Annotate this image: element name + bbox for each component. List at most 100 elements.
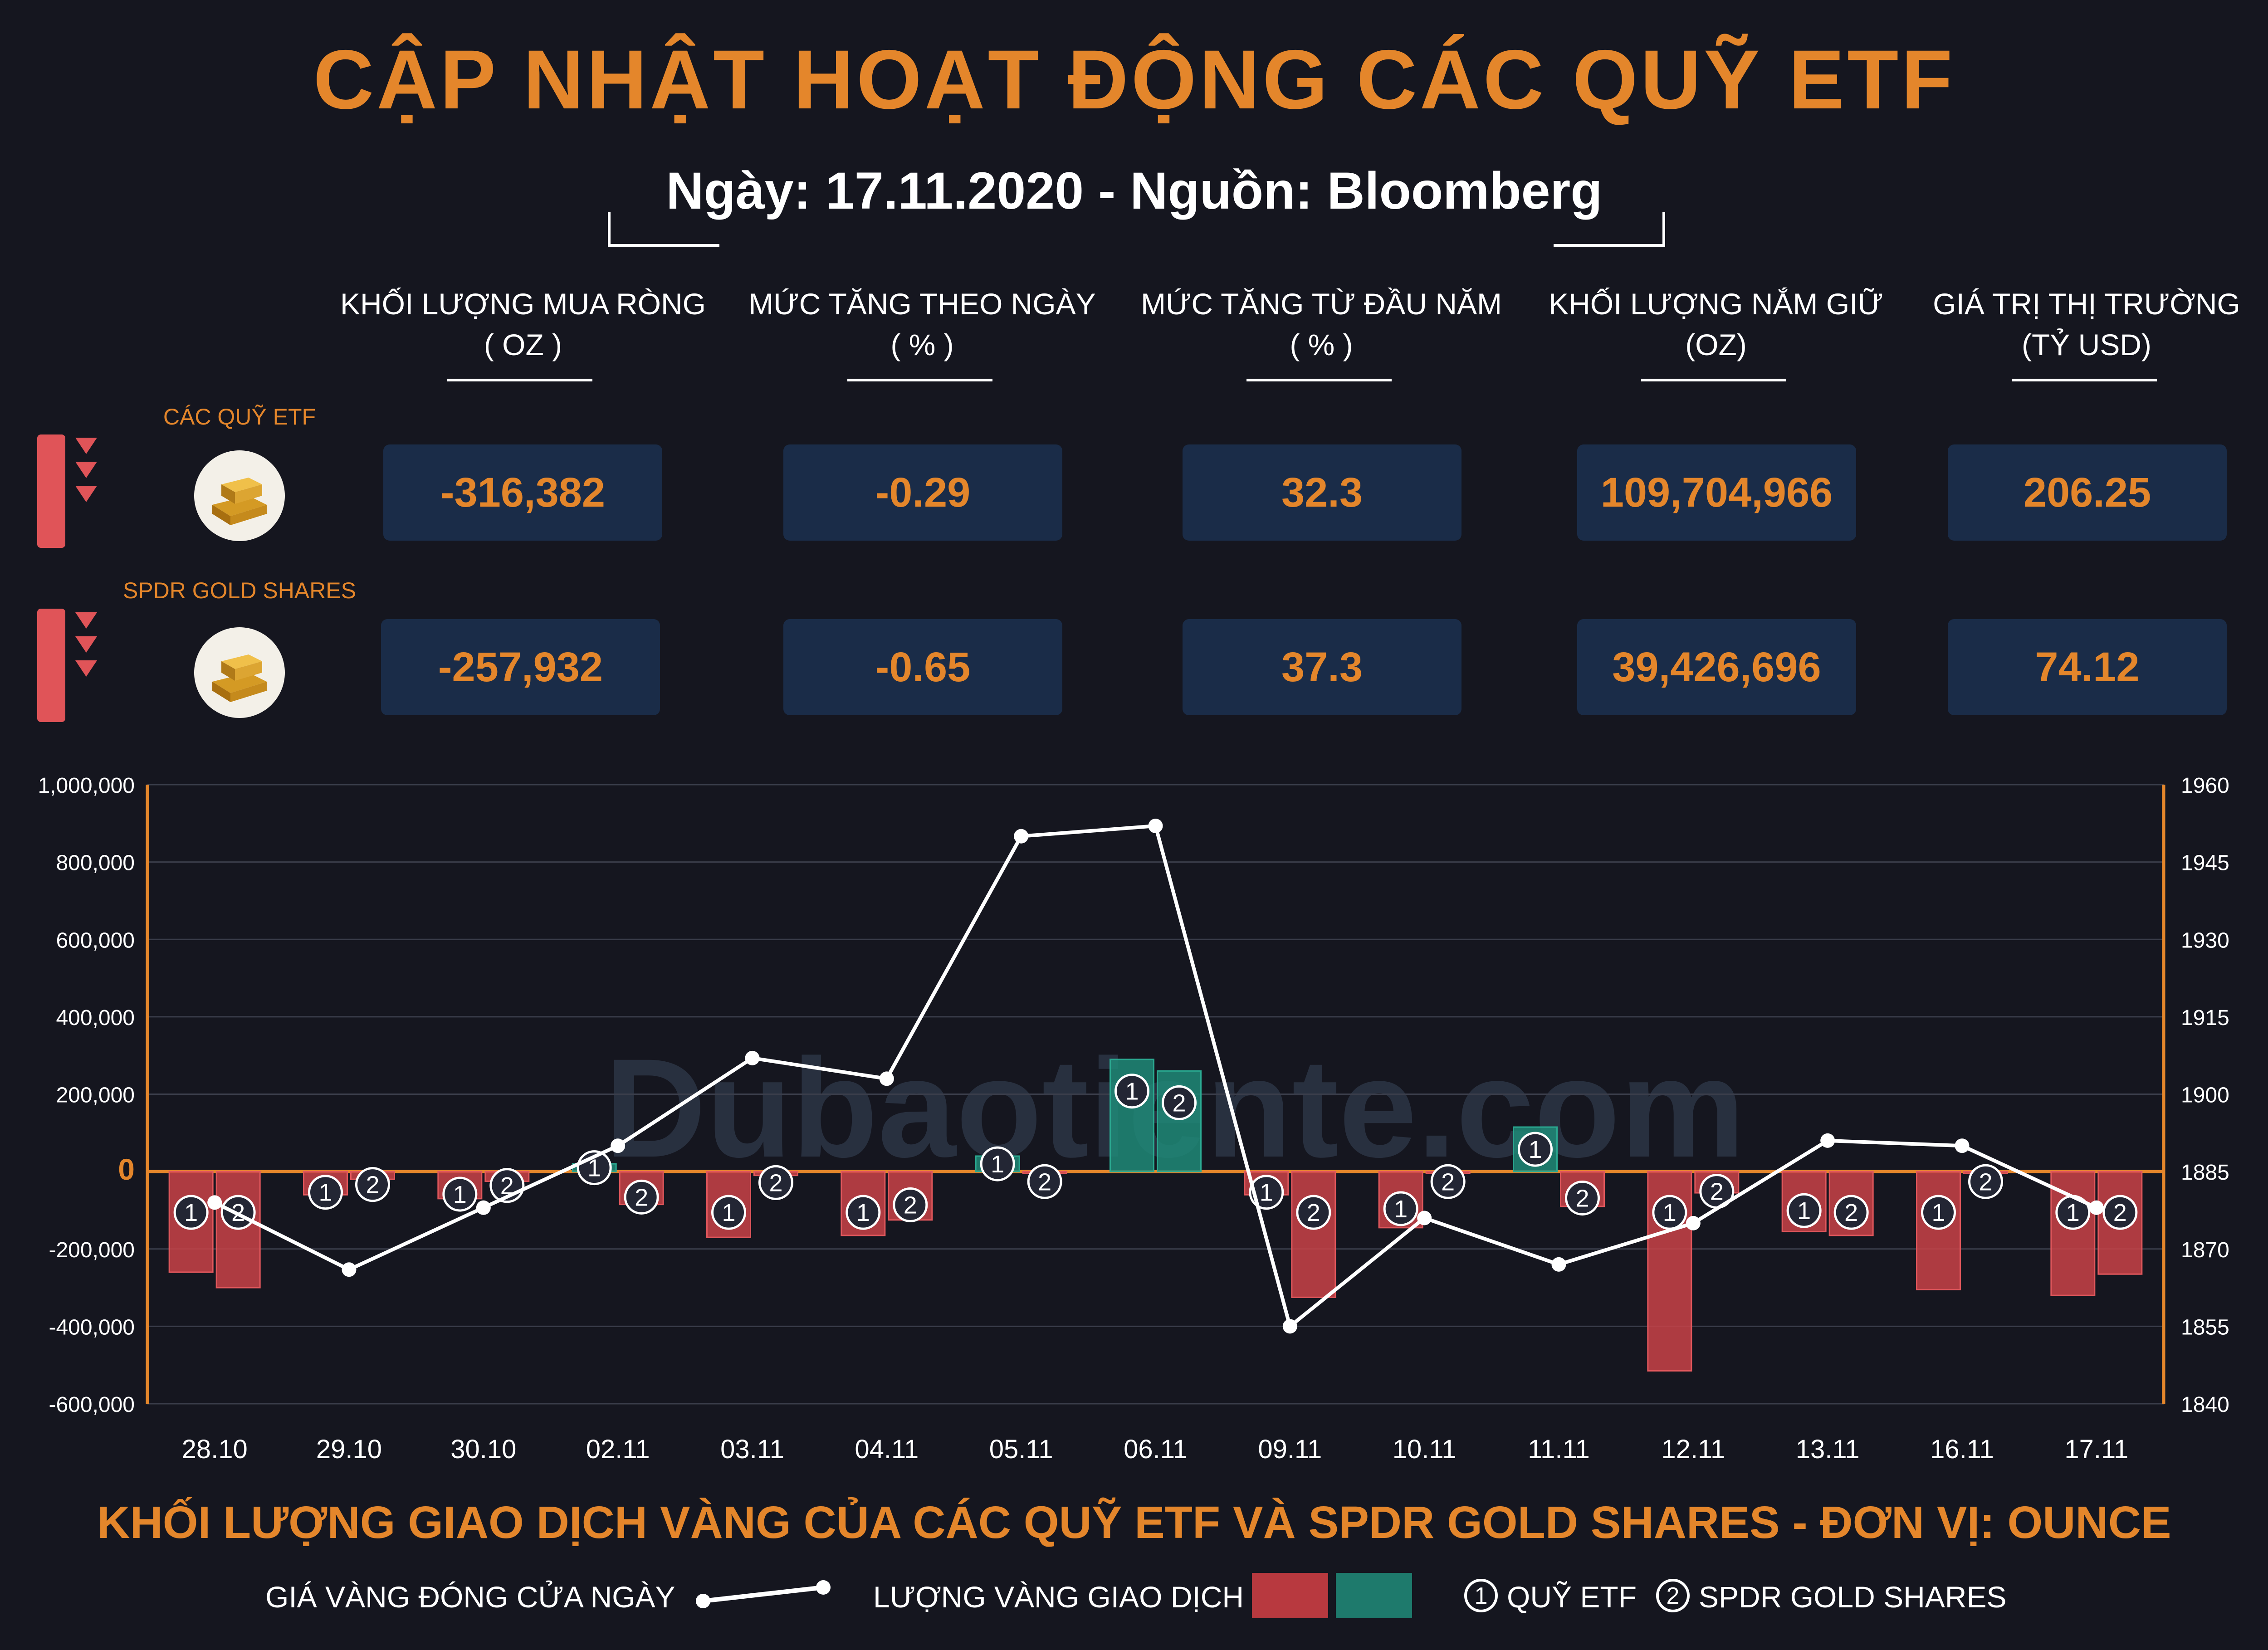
marker-circle bbox=[1383, 1191, 1418, 1226]
series-1-marker: 1 bbox=[173, 1195, 209, 1230]
marker-circle bbox=[1833, 1195, 1869, 1230]
down-arrow-icon bbox=[75, 660, 97, 677]
marker-number: 2 bbox=[1575, 1185, 1589, 1212]
marker-number: 2 bbox=[1710, 1178, 1724, 1206]
left-tick-label: 200,000 bbox=[56, 1084, 135, 1108]
value-box: -316,382 bbox=[383, 444, 662, 541]
column-label: KHỐI LƯỢNG NẮM GIỮ bbox=[1549, 287, 1883, 321]
down-arrow-icon bbox=[75, 486, 97, 502]
value-box: -0.65 bbox=[783, 619, 1062, 715]
marker-number: 2 bbox=[1038, 1168, 1051, 1196]
x-tick-label: 04.11 bbox=[855, 1435, 919, 1464]
series-2-marker: 2 bbox=[1162, 1085, 1197, 1120]
series-2-marker: 2 bbox=[2102, 1195, 2138, 1230]
x-tick-label: 13.11 bbox=[1796, 1435, 1860, 1464]
x-tick-label: 02.11 bbox=[586, 1435, 650, 1464]
series-2-marker: 2 bbox=[893, 1187, 928, 1222]
chart-caption: KHỐI LƯỢNG GIAO DỊCH VÀNG CỦA CÁC QUỸ ET… bbox=[97, 1497, 2171, 1548]
x-tick-label: 16.11 bbox=[1930, 1435, 1994, 1464]
column-underline bbox=[1641, 379, 1786, 381]
subtitle-bracket-right bbox=[1554, 212, 1665, 247]
price-point bbox=[476, 1200, 491, 1215]
price-point bbox=[1686, 1216, 1701, 1230]
series-1-marker: 1 bbox=[980, 1146, 1015, 1181]
down-arrow-icon bbox=[75, 438, 97, 454]
legend-marker-2: 2 bbox=[1656, 1579, 1690, 1612]
marker-number: 2 bbox=[1979, 1168, 1992, 1196]
marker-number: 1 bbox=[856, 1199, 870, 1226]
right-tick-label: 1900 bbox=[2181, 1084, 2229, 1108]
x-tick-label: 10.11 bbox=[1393, 1435, 1457, 1464]
marker-number: 2 bbox=[769, 1169, 782, 1196]
marker-circle bbox=[173, 1195, 209, 1230]
right-tick-label: 1960 bbox=[2181, 774, 2229, 798]
column-label: MỨC TĂNG TỪ ĐẦU NĂM bbox=[1141, 287, 1502, 321]
column-underline bbox=[2012, 379, 2157, 381]
x-tick-label: 28.10 bbox=[182, 1435, 248, 1464]
column-header-market-value: GIÁ TRỊ THỊ TRƯỜNG (TỶ USD) bbox=[1882, 283, 2268, 365]
left-tick-label: -600,000 bbox=[49, 1393, 135, 1417]
decrease-bar-icon bbox=[37, 609, 65, 722]
marker-number: 1 bbox=[1475, 1583, 1488, 1609]
marker-number: 1 bbox=[184, 1199, 198, 1226]
legend-marker2-label: SPDR GOLD SHARES bbox=[1699, 1580, 2007, 1614]
x-tick-label: 30.10 bbox=[450, 1435, 516, 1464]
marker-circle bbox=[1027, 1164, 1062, 1199]
marker-number: 1 bbox=[1394, 1196, 1408, 1223]
x-tick-label: 17.11 bbox=[2064, 1435, 2128, 1464]
value-box: 32.3 bbox=[1183, 444, 1461, 541]
marker-circle bbox=[1968, 1164, 2003, 1199]
x-tick-label: 09.11 bbox=[1258, 1435, 1322, 1464]
right-tick-label: 1930 bbox=[2181, 928, 2229, 952]
marker-circle bbox=[1162, 1085, 1197, 1120]
series-2-marker: 2 bbox=[1699, 1174, 1735, 1209]
down-arrow-icon bbox=[75, 612, 97, 629]
left-tick-label: 800,000 bbox=[56, 851, 135, 875]
right-tick-label: 1855 bbox=[2181, 1315, 2229, 1339]
marker-number: 2 bbox=[366, 1172, 379, 1199]
price-point bbox=[1820, 1133, 1835, 1148]
marker-number: 2 bbox=[1667, 1583, 1680, 1609]
right-tick-label: 1945 bbox=[2181, 851, 2229, 875]
value-box: 109,704,966 bbox=[1577, 444, 1856, 541]
marker-number: 2 bbox=[904, 1191, 917, 1219]
value-box: 37.3 bbox=[1183, 619, 1461, 715]
marker-number: 2 bbox=[635, 1184, 648, 1211]
series-2-marker: 2 bbox=[1968, 1164, 2003, 1199]
value-box: -0.29 bbox=[783, 444, 1062, 541]
marker-circle bbox=[355, 1167, 390, 1202]
legend-price-label: GIÁ VÀNG ĐÓNG CỬA NGÀY bbox=[265, 1580, 675, 1614]
marker-circle bbox=[758, 1165, 793, 1200]
row-label-etf: CÁC QUỸ ETF bbox=[163, 404, 316, 430]
marker-circle bbox=[442, 1176, 478, 1212]
marker-number: 1 bbox=[991, 1151, 1004, 1178]
x-tick-label: 12.11 bbox=[1661, 1435, 1725, 1464]
marker-number: 2 bbox=[1441, 1168, 1455, 1196]
column-unit: ( % ) bbox=[890, 328, 954, 361]
price-point bbox=[2089, 1200, 2104, 1215]
column-unit: (TỶ USD) bbox=[2022, 328, 2151, 361]
column-label: GIÁ TRỊ THỊ TRƯỜNG bbox=[1933, 287, 2240, 321]
marker-number: 1 bbox=[722, 1199, 735, 1226]
down-arrow-icon bbox=[75, 462, 97, 478]
value-box: -257,932 bbox=[381, 619, 660, 715]
marker-number: 2 bbox=[1307, 1199, 1320, 1226]
x-tick-label: 11.11 bbox=[1528, 1435, 1590, 1464]
column-unit: ( OZ ) bbox=[484, 328, 562, 361]
marker-number: 1 bbox=[2066, 1199, 2080, 1226]
column-header-holdings: KHỐI LƯỢNG NẮM GIỮ (OZ) bbox=[1512, 283, 1920, 365]
marker-number: 1 bbox=[1663, 1199, 1677, 1226]
column-header-daily-change: MỨC TĂNG THEO NGÀY ( % ) bbox=[718, 283, 1126, 365]
marker-circle bbox=[1786, 1193, 1822, 1228]
column-underline bbox=[447, 379, 592, 381]
column-unit: ( % ) bbox=[1290, 328, 1353, 361]
marker-circle bbox=[2102, 1195, 2138, 1230]
legend-line-swatch bbox=[696, 1580, 831, 1608]
marker-number: 1 bbox=[453, 1181, 467, 1208]
bar bbox=[1291, 1171, 1336, 1298]
series-1-marker: 1 bbox=[442, 1176, 478, 1212]
marker-number: 2 bbox=[2113, 1199, 2127, 1226]
legend-marker-1: 1 bbox=[1464, 1579, 1498, 1612]
marker-number: 1 bbox=[1931, 1199, 1945, 1226]
marker-number: 1 bbox=[1125, 1078, 1139, 1105]
